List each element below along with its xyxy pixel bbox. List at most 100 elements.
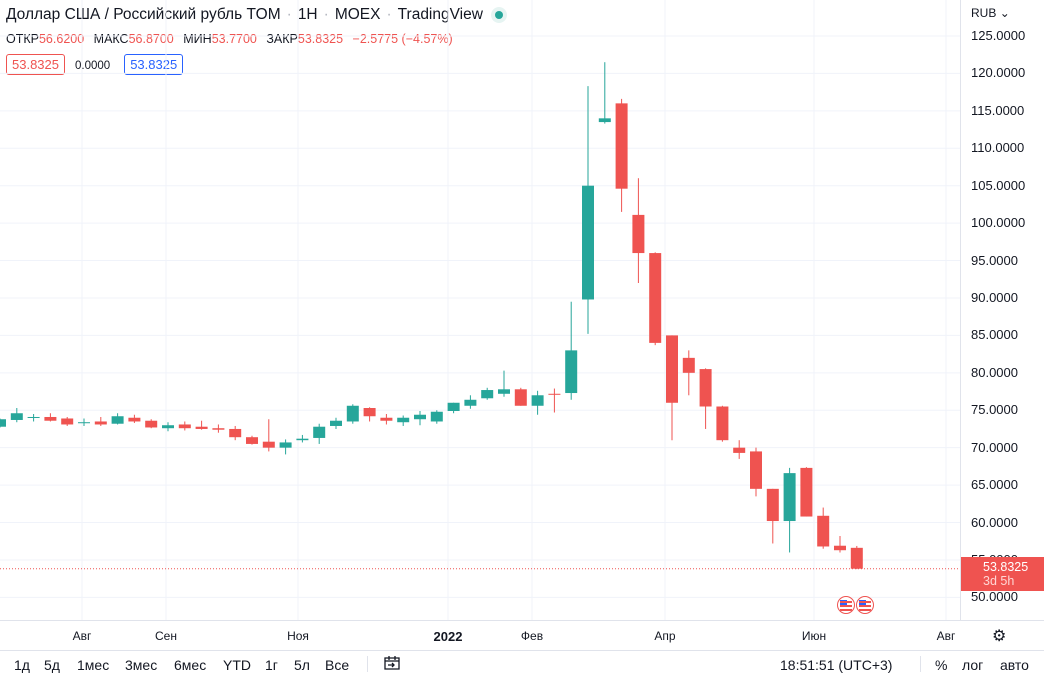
range-6m-button[interactable]: 6мес: [174, 657, 207, 673]
bid-box[interactable]: 53.8325: [6, 54, 65, 75]
price-tick-label: 60.0000: [971, 514, 1018, 530]
candle: [414, 410, 426, 426]
candle-body: [430, 411, 443, 422]
candle-body: [766, 488, 779, 522]
candle-body: [178, 424, 191, 429]
candle-body: [246, 437, 258, 444]
candle: [817, 507, 830, 549]
candle: [733, 440, 746, 459]
candle-body: [464, 399, 477, 406]
range-all-button[interactable]: Все: [325, 657, 350, 673]
price-tick-label: 110.0000: [971, 140, 1025, 156]
candle: [598, 62, 611, 124]
candle-body: [850, 547, 863, 569]
candle: [565, 301, 578, 400]
range-ytd-button[interactable]: YTD: [223, 657, 251, 673]
percent-toggle[interactable]: %: [935, 657, 948, 673]
candle: [296, 434, 309, 443]
candle-body: [514, 389, 527, 406]
log-toggle[interactable]: лог: [962, 657, 984, 673]
candle-body: [94, 421, 107, 425]
candle: [649, 252, 662, 346]
source-label: TradingView: [397, 6, 483, 23]
candle-body: [330, 420, 342, 426]
candle: [262, 419, 275, 452]
candle: [514, 387, 527, 406]
candle: [632, 178, 645, 284]
candle-body: [582, 185, 594, 300]
candle-body: [414, 414, 426, 420]
price-tick-label: 50.0000: [971, 589, 1018, 605]
symbol-title[interactable]: Доллар США / Российский рубль TOM: [6, 6, 281, 23]
candle-body: [632, 214, 645, 254]
us-flag-event-icon[interactable]: [856, 596, 874, 614]
candle-body: [262, 441, 275, 448]
timezone-clock[interactable]: 18:51:51 (UTC+3): [780, 657, 893, 673]
candle-body: [800, 467, 813, 517]
candle-body: [145, 420, 158, 428]
candle: [783, 467, 796, 553]
candle-body: [615, 103, 628, 189]
candle: [850, 545, 863, 570]
candle-body: [699, 369, 712, 407]
candle: [800, 467, 813, 517]
candle: [178, 421, 191, 431]
price-tick-label: 70.0000: [971, 439, 1018, 455]
candle-body: [649, 253, 662, 343]
candle-body: [666, 335, 678, 403]
candle-body: [296, 438, 309, 441]
candle: [582, 86, 594, 334]
candle-body: [363, 408, 376, 417]
market-status-icon[interactable]: [494, 11, 503, 19]
ask-box[interactable]: 53.8325: [124, 54, 184, 75]
candle: [766, 488, 779, 544]
candle: [330, 417, 342, 429]
candle-body: [447, 402, 460, 411]
candle-body: [750, 451, 762, 489]
candle-body: [565, 350, 578, 394]
candle: [834, 535, 846, 553]
candle: [313, 423, 326, 444]
gear-icon[interactable]: ⚙: [992, 628, 1007, 645]
candle-body: [531, 395, 544, 406]
legend-separator: ·: [286, 6, 292, 23]
price-tick-label: 85.0000: [971, 327, 1018, 343]
time-label: Июн: [801, 629, 827, 643]
candle-body: [162, 425, 174, 429]
range-3m-button[interactable]: 3мес: [125, 657, 158, 673]
candle-body: [682, 357, 695, 373]
candle: [699, 368, 712, 429]
range-1y-button[interactable]: 1г: [265, 657, 278, 673]
price-tick-label: 90.0000: [971, 289, 1018, 305]
candle: [531, 390, 544, 415]
candle-body: [27, 416, 40, 418]
candle-body: [128, 417, 141, 422]
auto-toggle[interactable]: авто: [1000, 657, 1029, 673]
time-label-year: 2022: [433, 629, 463, 644]
interval-label[interactable]: 1Н: [297, 6, 318, 23]
currency-selector[interactable]: RUB ⌄: [971, 6, 1010, 20]
candle: [128, 414, 141, 423]
chart-pane[interactable]: [0, 0, 960, 620]
go-to-date-icon[interactable]: [383, 655, 401, 674]
candle: [363, 407, 376, 422]
bottom-toolbar: 1д 5д 1мес 3мес 6мес YTD 1г 5л Все 18:51…: [0, 650, 1044, 676]
price-scale[interactable]: RUB ⌄ 50.000055.000060.000065.000070.000…: [960, 0, 1044, 620]
current-price-value: 53.8325: [983, 560, 1029, 574]
candle: [94, 416, 107, 426]
time-axis[interactable]: Авг Сен Ноя 2022 Фев Апр Июн Авг ⚙: [0, 620, 1044, 650]
us-flag-event-icon[interactable]: [837, 596, 855, 614]
candle-body: [346, 405, 359, 422]
range-1m-button[interactable]: 1мес: [77, 657, 110, 673]
spread-value: 0.0000: [75, 60, 111, 72]
candle-body: [598, 118, 611, 123]
range-1d-button[interactable]: 1д: [14, 657, 30, 673]
price-tick-label: 115.0000: [971, 102, 1025, 118]
price-tick-label: 125.0000: [971, 28, 1026, 43]
price-tick-label: 120.0000: [971, 65, 1026, 81]
candle-body: [61, 418, 74, 425]
range-5d-button[interactable]: 5д: [44, 657, 60, 673]
candle: [682, 350, 695, 396]
candle: [346, 404, 359, 424]
range-5y-button[interactable]: 5л: [294, 657, 310, 673]
